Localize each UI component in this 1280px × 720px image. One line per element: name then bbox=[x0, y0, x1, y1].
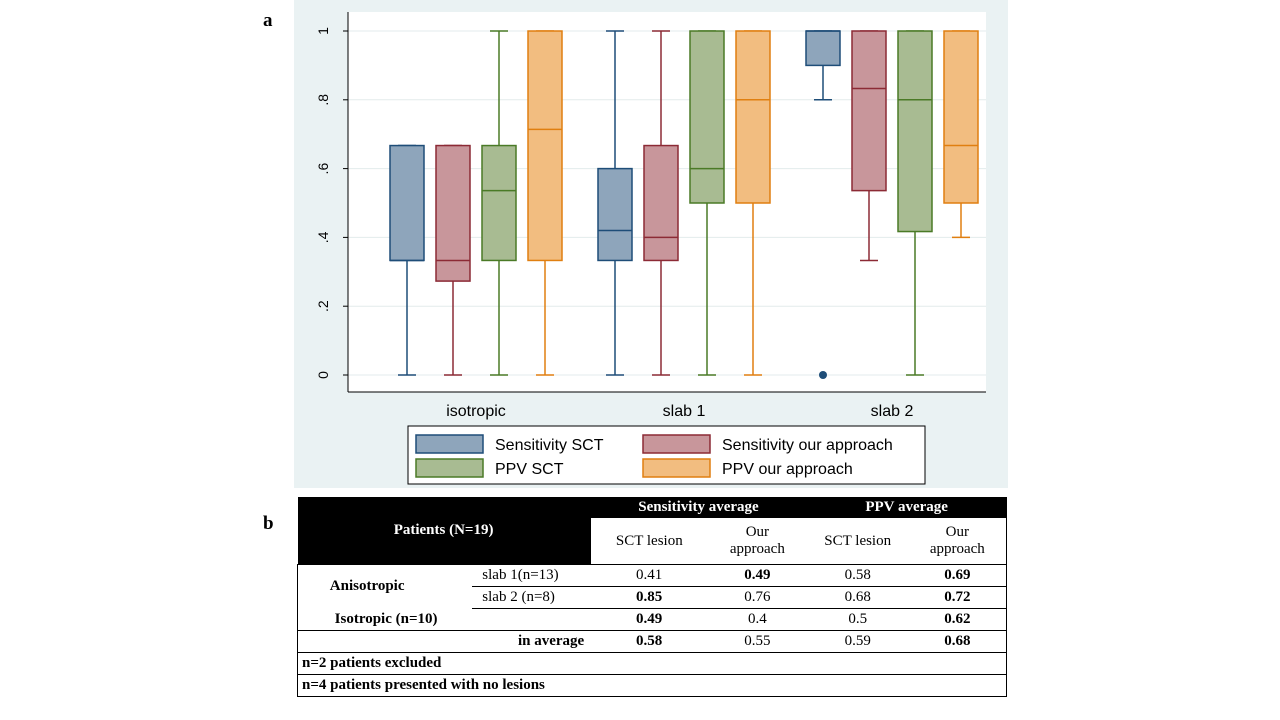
slab2-ppv-our: 0.72 bbox=[908, 586, 1007, 609]
average-spacer bbox=[297, 630, 473, 653]
legend-label: Sensitivity our approach bbox=[722, 437, 893, 454]
row-label-average: in average bbox=[472, 630, 591, 653]
isotropic-sens-our: 0.4 bbox=[707, 608, 807, 631]
col-ppv-our-line1: Our bbox=[945, 524, 969, 540]
box-2-3 bbox=[851, 30, 887, 262]
box-iqr bbox=[851, 30, 887, 192]
legend-label: PPV SCT bbox=[495, 461, 564, 478]
box-iqr bbox=[943, 30, 979, 204]
y-tick-label: 0 bbox=[315, 371, 331, 379]
note-no-lesions: n=4 patients presented with no lesions bbox=[297, 674, 1007, 697]
average-ppv-sct: 0.59 bbox=[806, 630, 909, 653]
isotropic-ppv-sct: 0.5 bbox=[806, 608, 909, 631]
y-tick-label: .6 bbox=[315, 163, 331, 175]
slab2-ppv-sct: 0.68 bbox=[806, 586, 909, 609]
box-3-3 bbox=[897, 30, 933, 376]
box-iqr bbox=[735, 30, 771, 204]
col-ppv-sct: SCT lesion bbox=[824, 532, 892, 549]
legend-swatch bbox=[642, 434, 711, 454]
average-ppv-our: 0.68 bbox=[908, 630, 1007, 653]
patients-header: Patients (N=19) bbox=[297, 497, 591, 565]
box-4-1 bbox=[527, 30, 563, 376]
box-plot-chart: 0 .2 .4 .6 .8 1 isotropic slab 1 slab 2 Sensitivi… bbox=[315, 12, 986, 485]
legend-swatch bbox=[415, 434, 484, 454]
col-ppv-our: Our approach bbox=[908, 518, 1007, 565]
x-category-label: slab 1 bbox=[663, 403, 706, 420]
note-excluded: n=2 patients excluded bbox=[297, 652, 1007, 675]
panel-label-b: b bbox=[263, 513, 274, 534]
sensitivity-average-header: Sensitivity average bbox=[590, 497, 807, 518]
row-label-isotropic: Isotropic (n=10) bbox=[297, 608, 591, 631]
col-sens-our: Our approach bbox=[708, 518, 807, 565]
results-table: Patients (N=19) Sensitivity average PPV … bbox=[297, 497, 1007, 697]
box-iqr bbox=[805, 30, 841, 67]
panel-label-a: a bbox=[263, 10, 273, 31]
outlier-point bbox=[819, 371, 827, 379]
average-sens-sct: 0.58 bbox=[590, 630, 708, 653]
col-ppv-our-line2: approach bbox=[929, 541, 985, 557]
box-1-2 bbox=[597, 30, 633, 376]
slab2-sens-sct: 0.85 bbox=[590, 586, 708, 609]
y-tick-label: .8 bbox=[315, 94, 331, 106]
box-3-2 bbox=[689, 30, 725, 376]
box-iqr bbox=[689, 30, 725, 204]
slab2-sens-our: 0.76 bbox=[707, 586, 807, 609]
anisotropic-label: Anisotropic bbox=[297, 564, 473, 609]
box-iqr bbox=[643, 144, 679, 262]
box-4-2 bbox=[735, 30, 771, 376]
box-2-2 bbox=[643, 30, 679, 376]
box-3-1 bbox=[481, 30, 517, 376]
slab1-ppv-sct: 0.58 bbox=[806, 564, 909, 587]
x-category-label: isotropic bbox=[446, 403, 506, 420]
slab1-ppv-our: 0.69 bbox=[908, 564, 1007, 587]
x-category-label: slab 2 bbox=[871, 403, 914, 420]
slab1-sens-sct: 0.41 bbox=[590, 564, 708, 587]
row-label-slab2: slab 2 (n=8) bbox=[472, 586, 591, 609]
isotropic-sens-sct: 0.49 bbox=[590, 608, 708, 631]
box-iqr bbox=[435, 144, 471, 282]
y-tick-label: 1 bbox=[315, 27, 331, 35]
legend-label: PPV our approach bbox=[722, 461, 853, 478]
slab1-sens-our: 0.49 bbox=[707, 564, 807, 587]
box-1-3 bbox=[805, 30, 841, 379]
row-label-slab1: slab 1(n=13) bbox=[472, 564, 591, 587]
ppv-average-header: PPV average bbox=[806, 497, 1007, 518]
legend-label: Sensitivity SCT bbox=[495, 437, 604, 454]
y-tick-label: .2 bbox=[315, 300, 331, 312]
box-2-1 bbox=[435, 144, 471, 376]
box-iqr bbox=[597, 167, 633, 262]
isotropic-ppv-our: 0.62 bbox=[908, 608, 1007, 631]
col-sens-our-line1: Our bbox=[745, 524, 770, 540]
average-sens-our: 0.55 bbox=[707, 630, 807, 653]
box-iqr bbox=[897, 30, 933, 233]
col-sens-sct: SCT lesion bbox=[589, 518, 708, 565]
box-4-3 bbox=[943, 30, 979, 239]
box-iqr bbox=[389, 144, 425, 262]
y-tick-label: .4 bbox=[315, 231, 331, 243]
legend-swatch bbox=[642, 458, 711, 478]
legend-swatch bbox=[415, 458, 484, 478]
box-iqr bbox=[481, 144, 517, 262]
box-iqr bbox=[527, 30, 563, 262]
col-sens-our-line2: approach bbox=[729, 541, 785, 557]
box-1-1 bbox=[389, 144, 425, 376]
